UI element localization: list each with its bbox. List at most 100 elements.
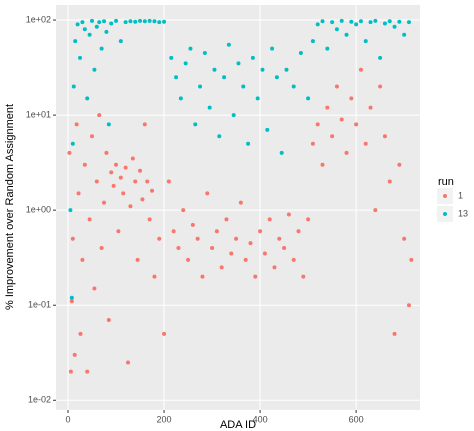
point	[176, 245, 181, 250]
point	[188, 46, 193, 51]
point	[85, 96, 90, 101]
point	[286, 212, 291, 217]
x-tick-label: 400	[253, 414, 268, 424]
point	[258, 229, 263, 234]
y-axis-title: % Improvement over Random Assignment	[4, 104, 16, 310]
point	[291, 257, 296, 262]
point	[147, 18, 152, 23]
point	[255, 96, 260, 101]
point	[126, 360, 131, 365]
point	[111, 183, 116, 188]
point	[270, 46, 275, 51]
point	[166, 179, 171, 184]
point	[339, 18, 344, 23]
point	[123, 20, 128, 25]
point	[130, 156, 135, 161]
point	[183, 61, 188, 66]
point	[102, 19, 107, 24]
point	[202, 51, 207, 56]
point	[214, 229, 219, 234]
point	[72, 352, 77, 357]
point	[339, 117, 344, 122]
point	[92, 286, 97, 291]
point	[138, 168, 143, 173]
point	[78, 55, 83, 60]
point	[198, 84, 203, 89]
point	[246, 141, 251, 146]
grid	[56, 5, 420, 410]
point	[99, 245, 104, 250]
point	[69, 295, 74, 300]
point	[330, 134, 335, 139]
point	[392, 24, 397, 29]
point	[378, 55, 383, 60]
point	[320, 162, 325, 167]
point	[397, 19, 402, 24]
point	[162, 331, 167, 336]
point	[181, 208, 186, 213]
point	[157, 236, 162, 241]
point	[282, 245, 287, 250]
point	[217, 134, 222, 139]
point	[99, 46, 104, 51]
legend-label: 1	[458, 190, 463, 200]
point	[222, 75, 227, 80]
point	[392, 331, 397, 336]
point	[284, 67, 289, 72]
point	[231, 113, 236, 118]
point	[169, 55, 174, 60]
y-tick-label: 1e+01	[26, 109, 51, 119]
x-axis-title: ADA ID	[220, 419, 256, 431]
point	[236, 61, 241, 66]
point	[73, 39, 78, 44]
point	[114, 18, 119, 23]
point	[277, 236, 282, 241]
point	[109, 170, 114, 175]
point	[325, 105, 330, 110]
point	[90, 18, 95, 23]
point	[82, 27, 87, 32]
point	[97, 20, 102, 25]
point	[306, 96, 311, 101]
point	[406, 20, 411, 25]
point	[363, 39, 368, 44]
y-tick-label: 1e+00	[26, 205, 51, 215]
point	[212, 67, 217, 72]
point	[378, 84, 383, 89]
legend-marker	[443, 212, 447, 216]
point	[171, 229, 176, 234]
point	[358, 67, 363, 72]
point	[219, 265, 224, 270]
panel	[56, 5, 420, 410]
point	[402, 32, 407, 37]
point	[150, 188, 155, 193]
point	[74, 122, 79, 127]
point	[87, 32, 92, 37]
point	[409, 257, 414, 262]
point	[267, 217, 272, 222]
point	[90, 134, 95, 139]
point	[274, 75, 279, 80]
point	[69, 299, 74, 304]
point	[87, 217, 92, 222]
point	[373, 18, 378, 23]
point	[104, 29, 109, 34]
legend-label: 13	[458, 208, 468, 218]
point	[306, 217, 311, 222]
point	[349, 19, 354, 24]
point	[152, 19, 157, 24]
point	[291, 84, 296, 89]
point	[406, 303, 411, 308]
point	[80, 257, 85, 262]
point	[207, 105, 212, 110]
point	[128, 19, 133, 24]
point	[193, 122, 198, 127]
point	[85, 369, 90, 374]
point	[106, 122, 111, 127]
point	[373, 208, 378, 213]
point	[71, 84, 76, 89]
point	[92, 67, 97, 72]
point	[334, 27, 339, 32]
